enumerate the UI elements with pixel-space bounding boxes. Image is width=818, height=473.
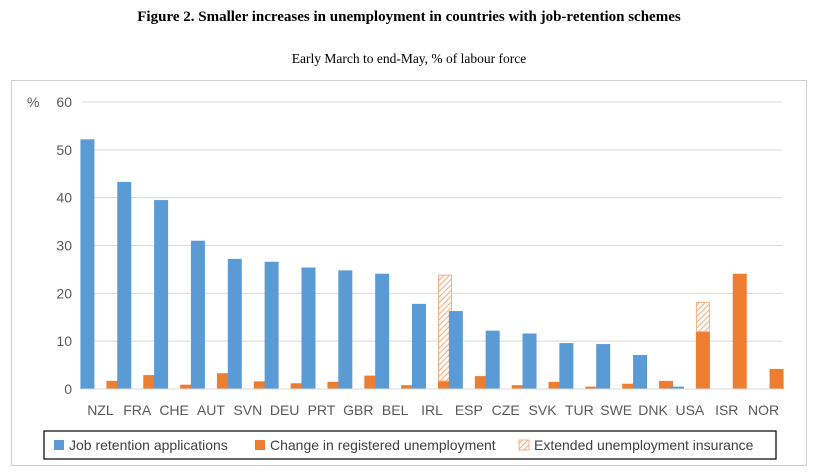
legend-swatch-extended [518, 439, 530, 451]
x-tick-label: DEU [270, 402, 300, 418]
legend-box [43, 430, 777, 460]
y-tick-label: 40 [56, 190, 72, 206]
legend: Job retention applications Change in regi… [43, 430, 777, 460]
x-tick-label: SVN [233, 402, 262, 418]
chart-title: Figure 2. Smaller increases in unemploym… [137, 9, 681, 25]
bar-job-retention-bel [375, 273, 390, 389]
bar-job-retention-nzl [80, 139, 95, 389]
legend-swatch-unemployment [255, 440, 265, 450]
bar-job-retention-swe [596, 344, 611, 389]
y-tick-label: 10 [56, 333, 72, 349]
bar-unemployment-esp [474, 376, 489, 389]
y-tick-label: 20 [56, 285, 72, 301]
y-tick-label: 60 [56, 94, 72, 110]
bar-job-retention-che [154, 200, 169, 389]
bar-job-retention-irl [412, 303, 426, 389]
bar-job-retention-gbr [338, 270, 353, 389]
bar-unemployment-swe [622, 383, 637, 389]
bar-job-retention-aut [190, 240, 205, 389]
x-tick-label: NZL [87, 402, 114, 418]
bar-unemployment-usa [695, 332, 710, 389]
bar-unemployment-bel [401, 385, 416, 389]
x-tick-label: GBR [343, 402, 373, 418]
y-tick-label: 30 [56, 238, 72, 254]
x-tick-label: DNK [638, 402, 668, 418]
x-tick-label: SVK [529, 402, 558, 418]
bar-unemployment-irl [438, 381, 452, 389]
bar-job-retention-dnk [633, 355, 648, 389]
bar-job-retention-tur [559, 343, 574, 389]
y-axis-label: % [27, 94, 39, 110]
bar-job-retention-usa [669, 386, 684, 389]
x-tick-label: CHE [159, 402, 189, 418]
legend-label-extended: Extended unemployment insurance [534, 437, 754, 453]
x-tick-label: FRA [123, 402, 152, 418]
bar-unemployment-tur [585, 386, 600, 389]
chart-frame [11, 80, 807, 466]
y-tick-label: 50 [56, 142, 72, 158]
x-tick-label: NOR [748, 402, 779, 418]
bar-unemployment-cze [511, 385, 526, 389]
bar-job-retention-svk [522, 333, 537, 389]
x-tick-label: CZE [492, 402, 520, 418]
axes: 0 10 20 30 40 50 60% NZL FRA CHE AUT SVN DEU PRT GBR BE… [27, 94, 782, 418]
legend-label-unemployment: Change in registered unemployment [270, 437, 496, 453]
bar-job-retention-cze [485, 330, 500, 389]
x-tick-label: IRL [421, 402, 443, 418]
bar-unemployment-dnk [659, 380, 674, 389]
legend-swatch-job-retention [54, 440, 64, 450]
bar-unemployment-aut [216, 373, 231, 389]
bar-unemployment-svn [253, 381, 268, 389]
bar-job-retention-svn [227, 258, 242, 389]
bar-extended-usa [695, 301, 710, 333]
x-tick-label: TUR [565, 402, 594, 418]
bar-unemployment-che [180, 384, 195, 389]
x-tick-label: ESP [455, 402, 483, 418]
x-tick-label: ISR [715, 402, 738, 418]
bar-unemployment-isr [732, 273, 747, 389]
x-tick-label: USA [675, 402, 704, 418]
bars [80, 139, 784, 389]
bar-job-retention-prt [301, 267, 316, 389]
bar-job-retention-fra [117, 181, 132, 389]
bar-unemployment-nzl [106, 380, 121, 389]
x-tick-label: BEL [382, 402, 409, 418]
bar-unemployment-svk [548, 381, 563, 389]
bar-unemployment-fra [143, 375, 158, 389]
bar-unemployment-nor [769, 368, 784, 389]
bar-job-retention-deu [264, 261, 279, 389]
legend-label-job-retention: Job retention applications [69, 437, 228, 453]
bar-unemployment-deu [290, 383, 305, 389]
bar-unemployment-prt [327, 381, 342, 389]
y-tick-label: 0 [64, 381, 72, 397]
x-tick-label: AUT [197, 402, 225, 418]
bar-job-retention-esp [448, 311, 463, 389]
bar-unemployment-gbr [364, 375, 379, 389]
chart-subtitle: Early March to end-May, % of labour forc… [291, 51, 527, 66]
x-tick-label: PRT [308, 402, 336, 418]
x-tick-label: SWE [600, 402, 632, 418]
grid-lines [82, 101, 782, 342]
